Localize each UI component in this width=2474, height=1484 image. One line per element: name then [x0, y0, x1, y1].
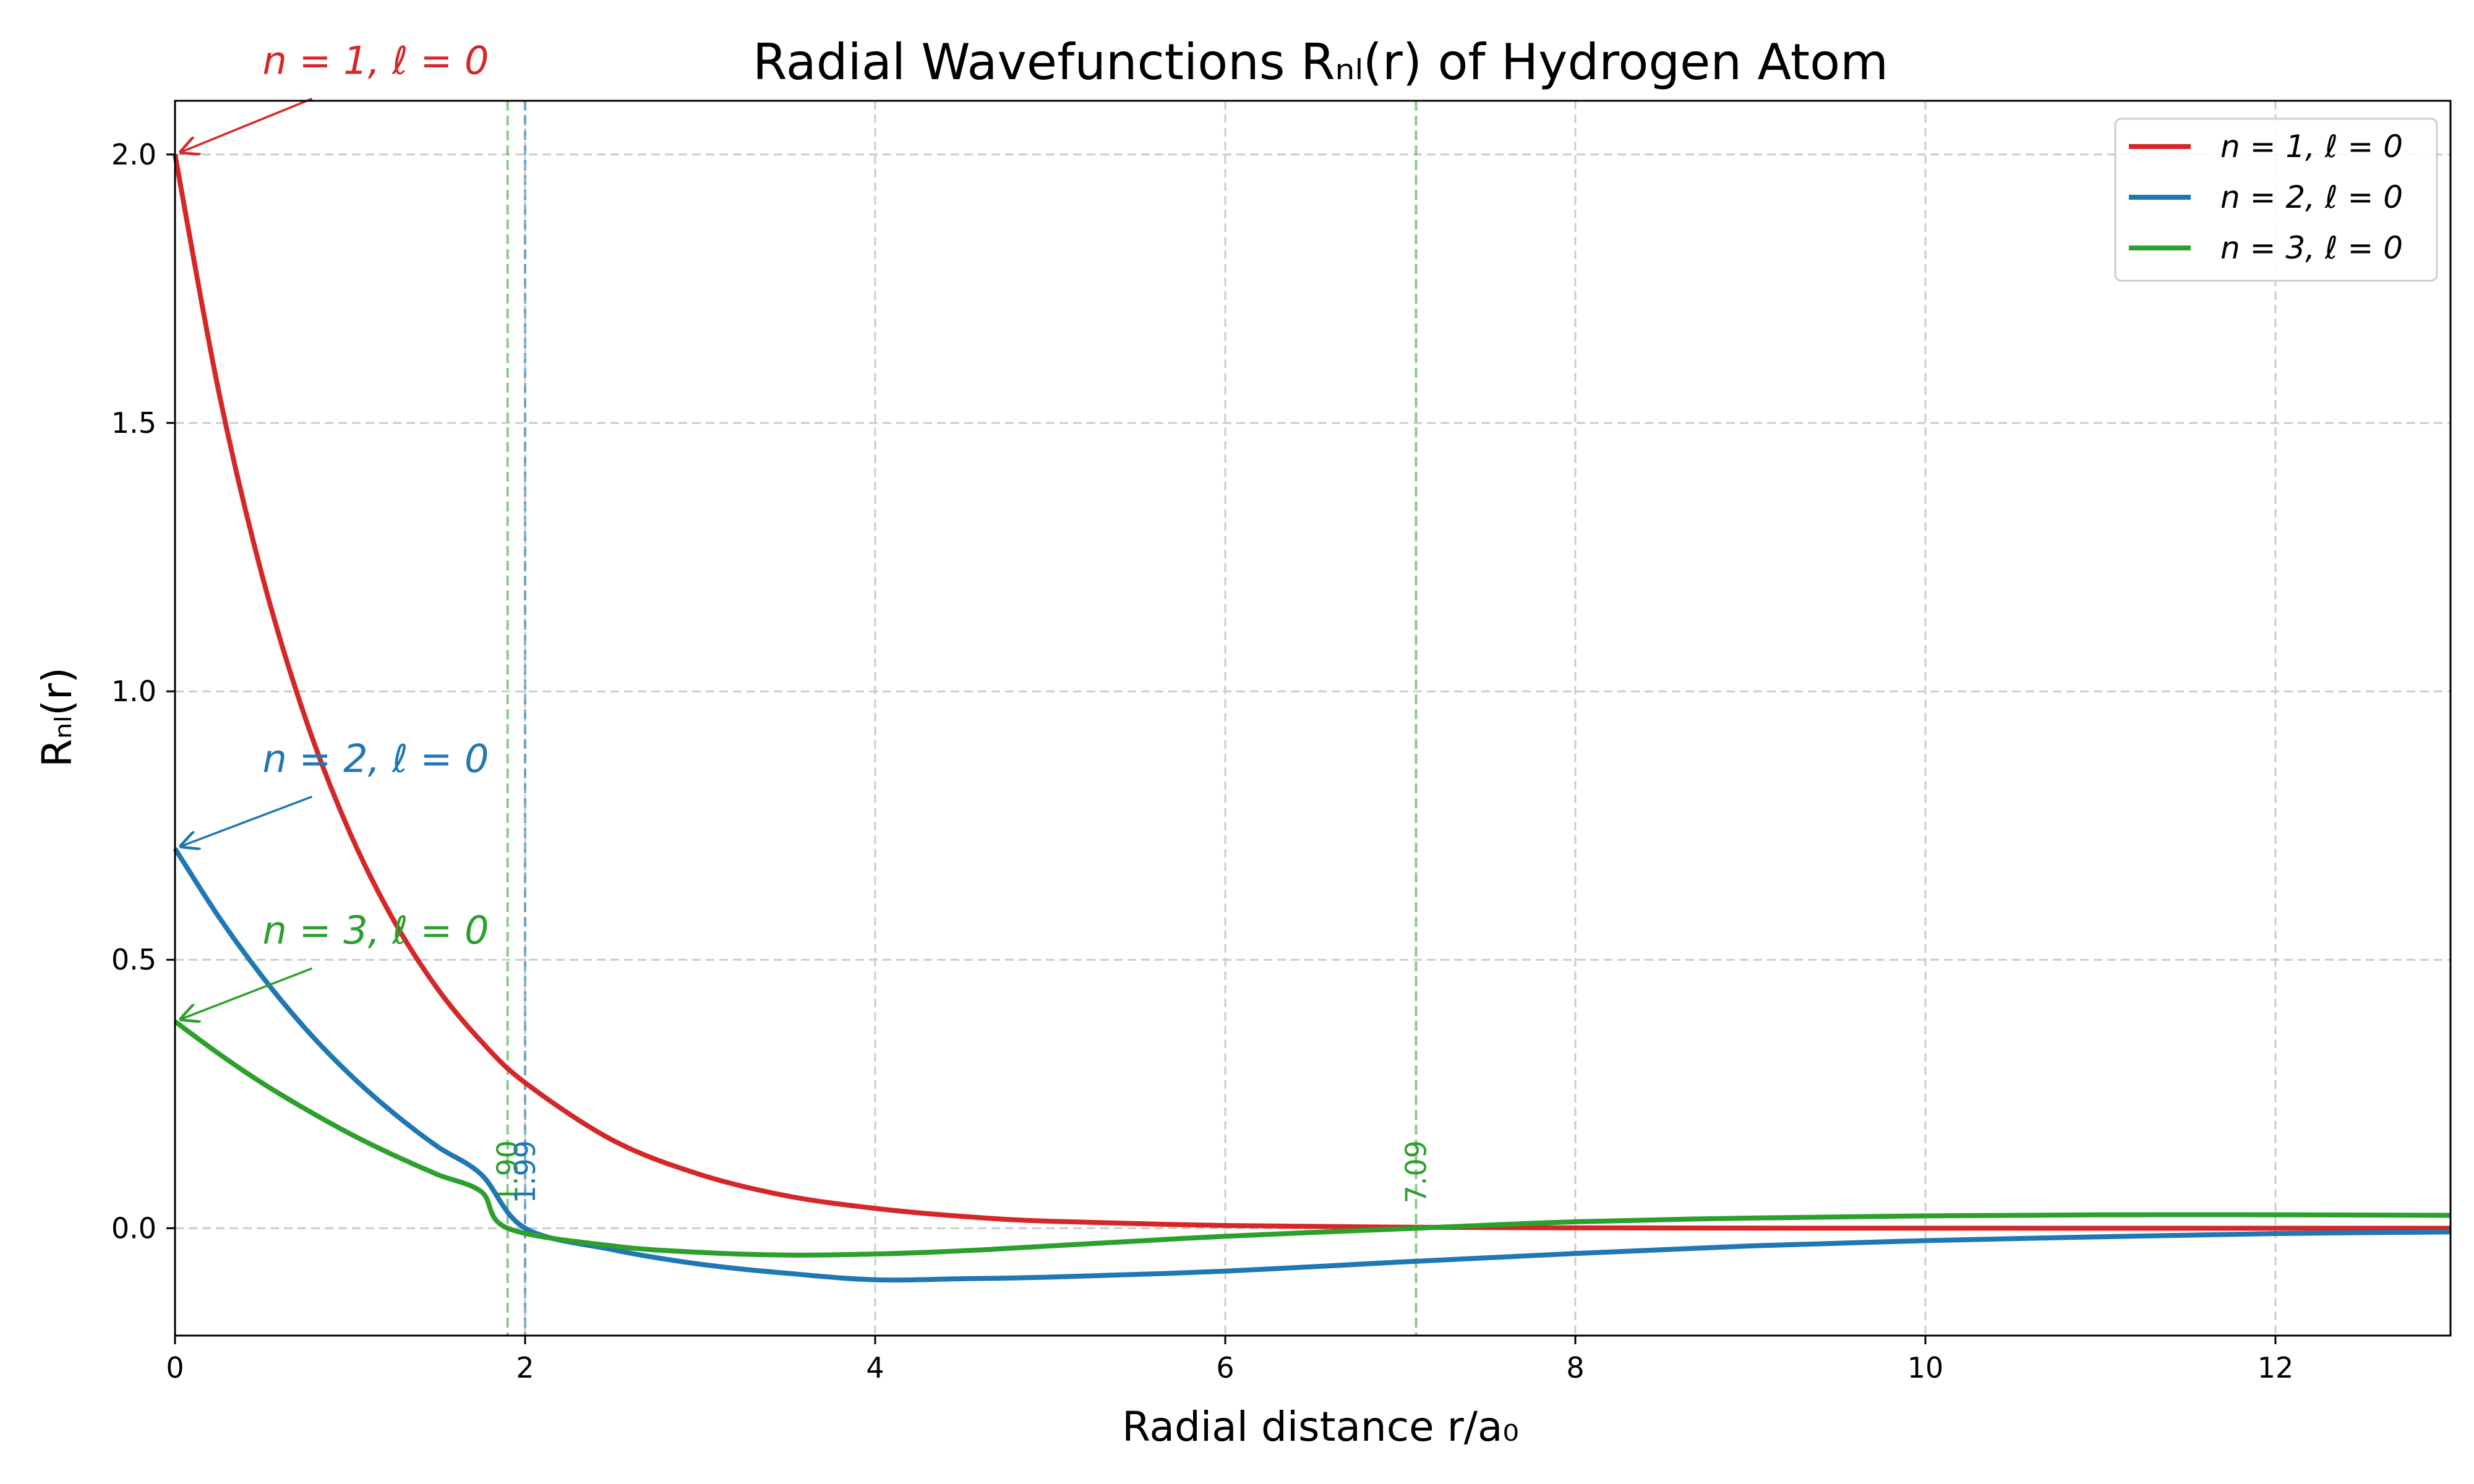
- legend: n = 1, ℓ = 0 n = 2, ℓ = 0 n = 3, ℓ = 0: [2114, 117, 2438, 282]
- series-lines: [173, 154, 2451, 1283]
- x-tick-label-1: 2: [516, 1351, 534, 1384]
- y-tick-label-3: 1.5: [111, 406, 156, 440]
- y-tick-label-4: 2.0: [111, 138, 156, 171]
- annotation-label-1: n = 1, ℓ = 0: [263, 38, 489, 83]
- node-lines: 1.901.99 7.09: [491, 101, 1432, 1336]
- y-tick-label-0: 0.0: [111, 1211, 156, 1245]
- annotation-label-3: n = 3, ℓ = 0: [263, 908, 489, 953]
- y-axis-label: Rₙₗ(r): [33, 667, 81, 767]
- x-tick-label-3: 6: [1216, 1351, 1234, 1384]
- x-tick-label-4: 8: [1566, 1351, 1584, 1384]
- x-tick-label-5: 10: [1907, 1351, 1944, 1384]
- axis-ticks: 0 2 4 6 8 10 12 0.0 0.5 1.0 1.5 2.0: [111, 138, 2293, 1384]
- series-line-1: [173, 154, 2450, 1231]
- node-label-2: 7.09: [1399, 1140, 1432, 1203]
- x-axis-label: Radial distance r/a₀: [1122, 1403, 1519, 1451]
- annotation-arrow-2: [181, 795, 313, 846]
- y-tick-label-2: 1.0: [111, 675, 156, 708]
- annotation-arrow-1: [181, 97, 313, 152]
- annotation-label-2: n = 2, ℓ = 0: [263, 736, 489, 781]
- legend-label-3: n = 3, ℓ = 0: [2220, 230, 2403, 266]
- x-tick-label-0: 0: [166, 1351, 184, 1384]
- series-line-3: [173, 1019, 2451, 1258]
- node-label-1: 1.99: [508, 1140, 542, 1203]
- series-line-2: [173, 847, 2451, 1283]
- chart-title: Radial Wavefunctions Rₙₗ(r) of Hydrogen …: [753, 33, 1888, 91]
- legend-label-2: n = 2, ℓ = 0: [2220, 179, 2403, 215]
- x-tick-label-2: 4: [866, 1351, 884, 1384]
- annotations: n = 1, ℓ = 0 n = 2, ℓ = 0 n = 3, ℓ = 0: [181, 38, 489, 1019]
- y-tick-label-1: 0.5: [111, 943, 156, 976]
- plot-area-frame: [174, 100, 2452, 1337]
- annotation-arrow-3: [181, 967, 313, 1019]
- x-tick-label-6: 12: [2258, 1351, 2294, 1384]
- legend-box: [2114, 117, 2438, 282]
- legend-label-1: n = 1, ℓ = 0: [2220, 129, 2403, 164]
